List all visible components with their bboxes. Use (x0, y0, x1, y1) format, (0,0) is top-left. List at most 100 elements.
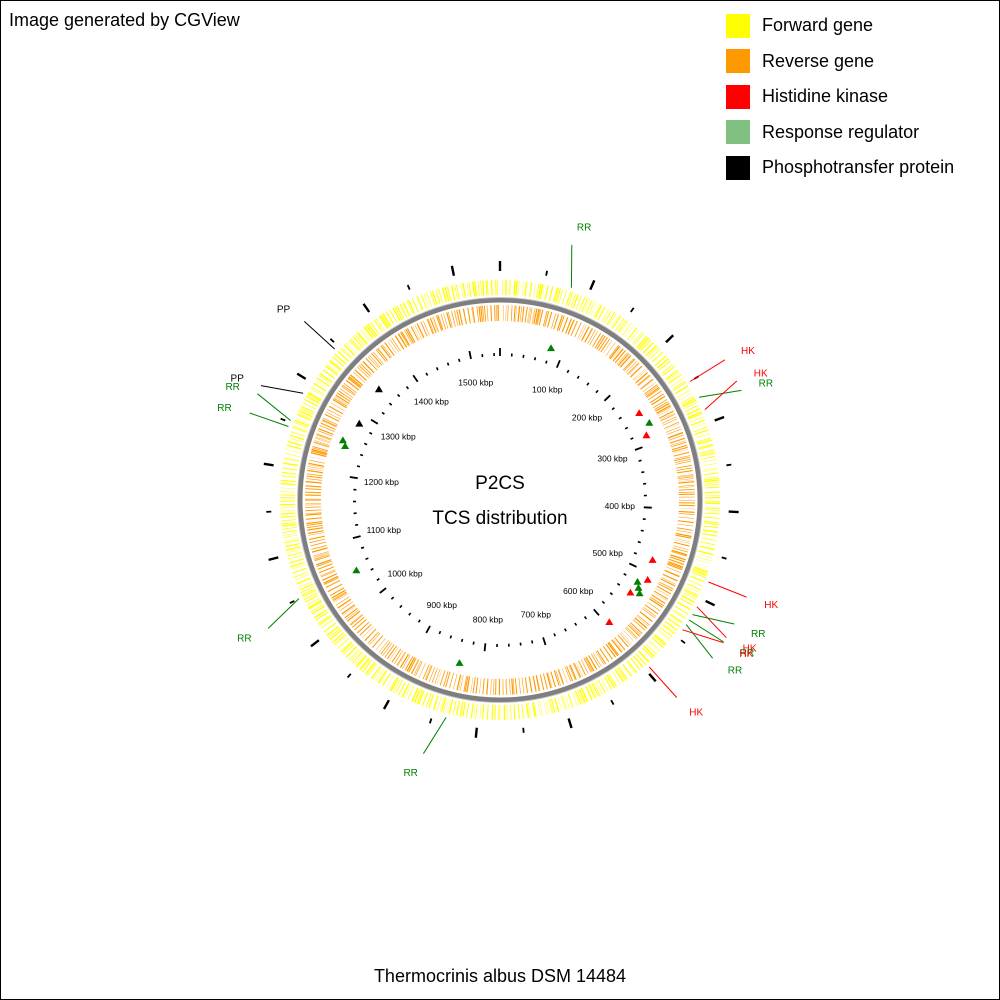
hk-marker (642, 431, 651, 439)
reverse-gene (561, 317, 569, 333)
forward-gene (375, 668, 385, 682)
reverse-gene (367, 631, 380, 644)
reverse-gene (420, 321, 428, 337)
forward-gene (436, 696, 442, 711)
rr-callout-label: RR (751, 629, 765, 640)
reverse-gene (309, 538, 326, 543)
reverse-gene (335, 394, 350, 404)
hk-marker (635, 409, 644, 416)
forward-gene (454, 284, 458, 300)
forward-gene (373, 667, 383, 680)
forward-gene (630, 657, 641, 670)
forward-gene (686, 408, 701, 416)
reverse-gene (404, 329, 413, 345)
reverse-gene (321, 420, 337, 428)
reverse-gene (521, 306, 525, 323)
forward-gene (286, 444, 302, 450)
forward-gene (280, 507, 296, 509)
forward-gene (697, 553, 713, 558)
reverse-gene (342, 384, 356, 395)
forward-gene (462, 283, 467, 298)
reverse-gene (670, 441, 687, 448)
inner-minor-tick (630, 437, 634, 440)
forward-gene (572, 294, 579, 309)
reverse-gene (400, 332, 409, 347)
forward-gene (306, 394, 321, 403)
rr-marker (635, 589, 644, 597)
reverse-gene (434, 668, 441, 684)
outer-major-tick (648, 673, 657, 683)
reverse-gene (676, 467, 693, 471)
forward-gene (416, 296, 424, 311)
forward-gene (561, 290, 568, 305)
reverse-gene (649, 598, 664, 608)
forward-gene (678, 392, 693, 401)
reverse-gene (305, 488, 322, 490)
reverse-gene (528, 307, 531, 324)
reverse-gene (415, 661, 423, 676)
forward-gene (704, 477, 719, 481)
inner-minor-tick (640, 529, 644, 532)
reverse-gene (676, 530, 693, 534)
reverse-gene (677, 520, 694, 524)
forward-gene (564, 694, 570, 709)
inner-minor-tick (363, 442, 368, 446)
forward-gene (354, 334, 365, 347)
reverse-gene (617, 634, 629, 648)
forward-gene (292, 426, 307, 433)
forward-gene (420, 294, 427, 309)
reverse-gene (645, 385, 659, 396)
inner-minor-tick (438, 630, 442, 635)
forward-gene (468, 282, 472, 298)
reverse-gene (305, 480, 322, 484)
forward-gene (705, 501, 720, 503)
reverse-gene (378, 640, 389, 653)
callout-leader (648, 666, 678, 698)
forward-gene (316, 377, 330, 387)
forward-gene (555, 288, 561, 303)
forward-gene (348, 339, 360, 352)
reverse-gene (305, 485, 322, 488)
reverse-gene (480, 305, 483, 322)
inner-major-tick (483, 643, 487, 652)
reverse-gene (678, 510, 695, 513)
outer-minor-tick (289, 600, 295, 604)
forward-gene (622, 663, 633, 677)
forward-gene (653, 635, 666, 646)
reverse-gene (671, 551, 687, 557)
reverse-gene (622, 358, 635, 371)
forward-gene (280, 487, 296, 489)
inner-minor-tick (369, 431, 373, 435)
reverse-gene (587, 329, 596, 344)
reverse-gene (619, 354, 631, 367)
reverse-gene (328, 405, 344, 415)
reverse-gene (645, 386, 660, 397)
reverse-gene (633, 370, 646, 382)
reverse-gene (406, 657, 416, 672)
forward-gene (581, 298, 589, 313)
reverse-gene (479, 678, 482, 694)
reverse-gene (384, 644, 395, 658)
forward-gene (284, 539, 299, 544)
reverse-gene (339, 388, 354, 398)
pp-callout-label: PP (231, 373, 245, 384)
reverse-gene (568, 665, 576, 680)
reverse-gene (364, 628, 377, 641)
forward-gene (313, 382, 327, 392)
forward-gene (506, 704, 508, 720)
reverse-gene (653, 592, 668, 601)
forward-gene (341, 347, 353, 359)
inner-minor-tick (425, 372, 429, 376)
reverse-gene (611, 639, 623, 653)
reverse-gene (494, 305, 496, 322)
reverse-gene (677, 523, 694, 527)
reverse-gene (664, 423, 680, 430)
forward-gene (370, 322, 380, 335)
reverse-gene (668, 558, 685, 566)
reverse-gene (432, 316, 439, 332)
reverse-gene (428, 666, 436, 682)
reverse-gene (629, 365, 643, 378)
reverse-gene (547, 311, 553, 328)
forward-gene (515, 280, 518, 296)
legend: Forward gene Reverse gene Histidine kina… (726, 8, 954, 186)
